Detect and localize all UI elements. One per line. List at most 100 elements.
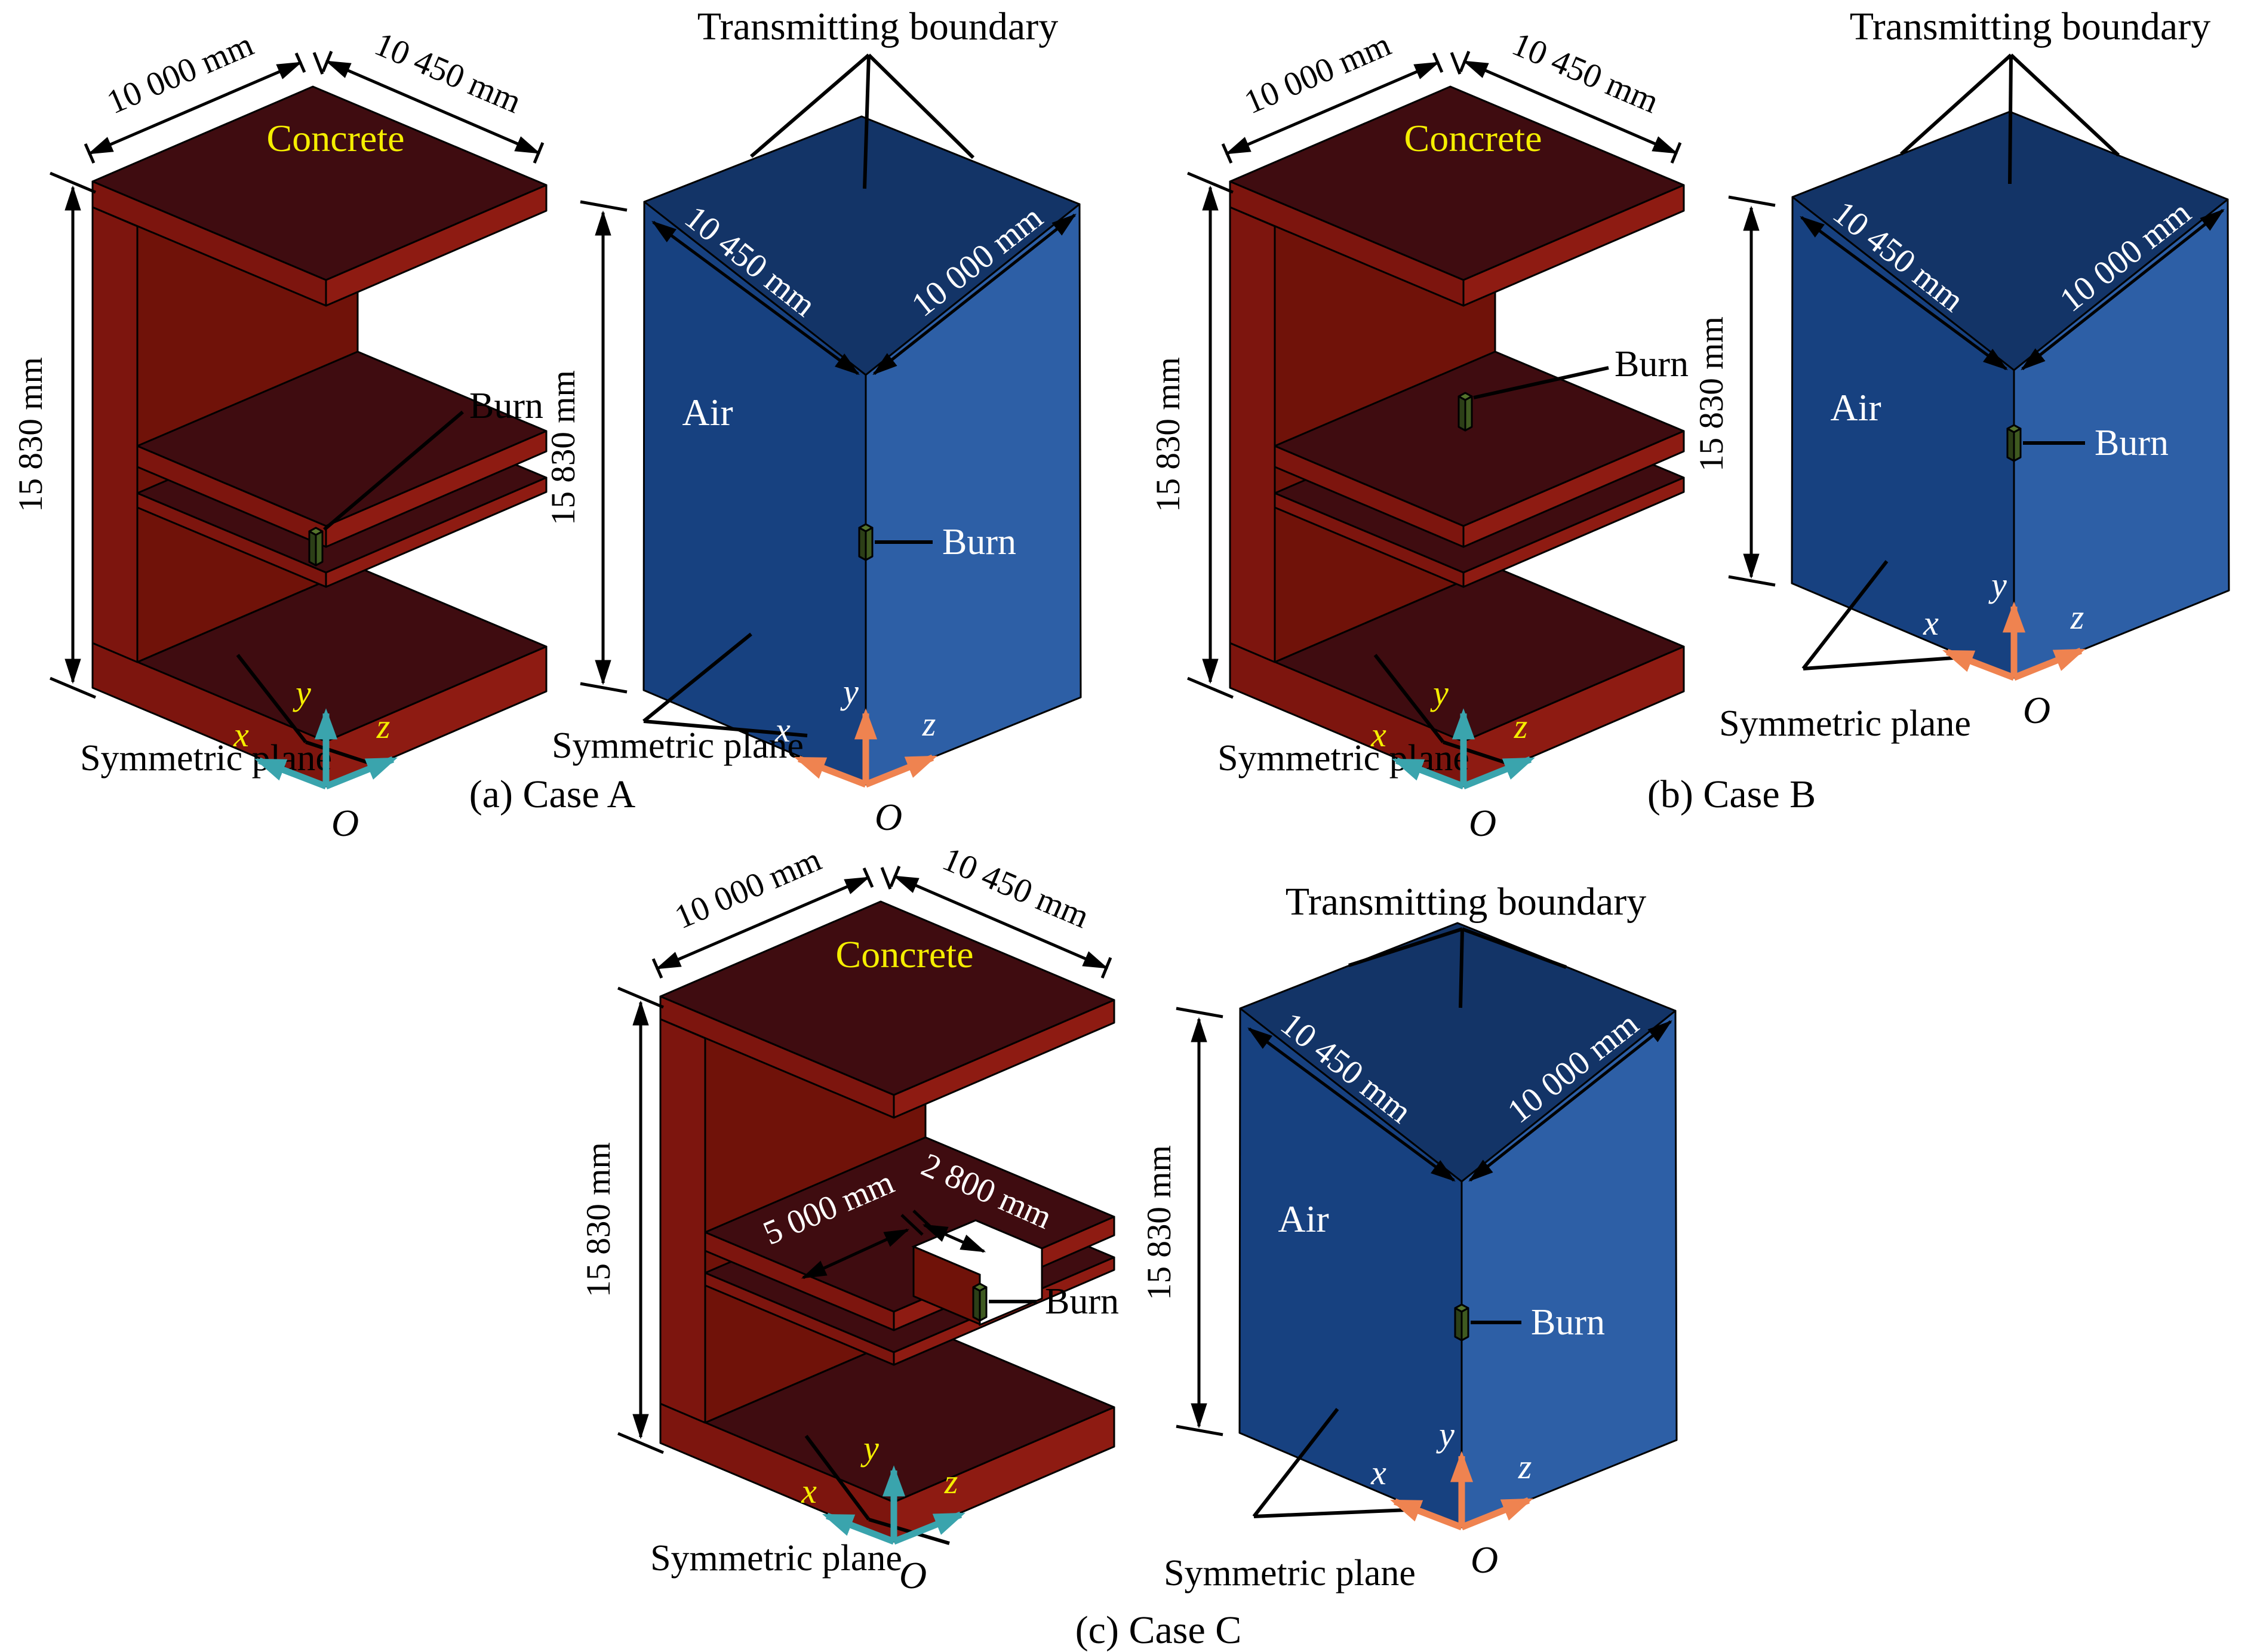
burn-right xyxy=(979,1286,988,1322)
burn-left xyxy=(858,527,867,561)
z-axis-label: z xyxy=(944,1462,958,1501)
burn-leader xyxy=(1473,366,1609,399)
y-axis-label: y xyxy=(1436,1415,1455,1454)
y-axis-label: y xyxy=(860,1429,879,1468)
dim-line-plan-width xyxy=(872,213,1077,376)
z-axis-arrow xyxy=(892,1511,966,1545)
burn-label: Burn xyxy=(469,386,543,426)
dim-tick xyxy=(880,867,892,890)
transmitting-boundary-leader xyxy=(750,53,870,158)
dim-line-plan-width xyxy=(655,876,871,970)
roof-slab-right-face xyxy=(893,999,1115,1119)
x-axis-arrow xyxy=(1942,648,2015,681)
symmetric-plane-leader xyxy=(642,632,752,723)
air-domain-b: 10 450 mm 10 000 mm Air 15 830 mm Burn S… xyxy=(1693,5,2230,744)
symmetric-plane-leader xyxy=(804,1435,871,1521)
symmetric-plane-leader xyxy=(643,719,808,737)
x-axis-arrow xyxy=(794,755,867,788)
air-label: Air xyxy=(1278,1198,1329,1240)
dim-tick xyxy=(1176,1425,1223,1436)
wall-below-opening xyxy=(912,1245,981,1325)
dim-tick xyxy=(900,1214,924,1236)
dim-height: 15 830 mm xyxy=(580,1142,617,1297)
dim-line-plan-depth xyxy=(893,875,1109,970)
burn-right xyxy=(1460,1307,1469,1342)
transmitting-boundary-label: Transmitting boundary xyxy=(1850,5,2210,48)
burn-source-concrete-c xyxy=(972,1282,988,1322)
z-axis-arrow xyxy=(1460,1497,1534,1531)
burn-label: Burn xyxy=(2095,423,2169,463)
air-label: Air xyxy=(1830,386,1881,429)
origin-label: O xyxy=(899,1554,927,1596)
dim-line-plan-width xyxy=(1468,1020,1672,1182)
burn-label: Burn xyxy=(942,522,1016,562)
origin-label: O xyxy=(2023,689,2050,731)
y-axis-label: y xyxy=(840,672,859,711)
burn-left xyxy=(1457,395,1466,432)
panel-case-a: Burn 10 450 mm 10 000 mm Air 15 830 mm B… xyxy=(12,5,1082,844)
dim-tick xyxy=(651,958,663,979)
burn-label: Burn xyxy=(1045,1281,1119,1322)
dim-line-plan-depth xyxy=(651,220,860,376)
dim-tick xyxy=(1728,195,1776,207)
z-axis-label: z xyxy=(922,705,936,743)
transmitting-boundary-leader xyxy=(1461,927,1567,969)
dim-tick xyxy=(1728,575,1776,587)
transmitting-boundary-leader xyxy=(2008,54,2013,184)
caption-case-c: (c) Case C xyxy=(1075,1608,1242,1652)
symmetric-plane-label: Symmetric plane xyxy=(1164,1553,1416,1593)
burn-right xyxy=(865,527,874,561)
dim-tick xyxy=(580,682,628,694)
dim-height: 15 830 mm xyxy=(1140,1145,1178,1300)
origin-label: O xyxy=(1471,1539,1498,1581)
burn-left xyxy=(1454,1307,1463,1342)
burn-right xyxy=(2013,427,2022,462)
dim-tick xyxy=(1100,957,1112,979)
dim-tick xyxy=(889,866,901,887)
dim-line-plan-width xyxy=(2021,208,2225,371)
dim-line-opening-width xyxy=(922,1223,986,1253)
symmetric-plane-label: Symmetric plane xyxy=(650,1538,902,1579)
burn-leader xyxy=(323,410,464,531)
dim-line-slab-span xyxy=(801,1228,910,1279)
transmitting-boundary-leader xyxy=(867,53,975,159)
transmitting-boundary-leader xyxy=(1459,928,1464,1008)
x-axis-label: x xyxy=(774,710,791,749)
panel-case-b: Burn 10 450 mm 10 000 mm Air 15 830 mm B… xyxy=(1149,5,2230,844)
dim-height: 15 830 mm xyxy=(545,370,582,525)
dim-line-plan-depth xyxy=(1800,216,2008,371)
transmitting-boundary-label: Transmitting boundary xyxy=(697,5,1058,48)
x-axis-label: x xyxy=(1370,1453,1386,1492)
symmetric-plane-leader xyxy=(1801,560,1889,670)
transmitting-boundary-leader xyxy=(2009,53,2120,157)
wall-front-face xyxy=(659,1018,706,1424)
burn-left xyxy=(308,530,317,567)
burn-source-concrete-b xyxy=(1457,392,1473,432)
x-axis-label: x xyxy=(801,1472,817,1511)
dim-line-plan-depth xyxy=(1247,1027,1456,1182)
symmetric-plane-label: Symmetric plane xyxy=(1719,703,1971,744)
transmitting-boundary-label: Transmitting boundary xyxy=(1286,880,1646,924)
burn-source-concrete-a xyxy=(308,527,324,567)
y-axis-label: y xyxy=(1988,565,2007,604)
transmitting-boundary-leader xyxy=(1348,927,1463,967)
symmetric-plane-label: Symmetric plane xyxy=(552,725,804,766)
dim-tick xyxy=(580,200,628,212)
z-axis-label: z xyxy=(2070,598,2084,636)
transmitting-boundary-leader xyxy=(863,54,871,189)
dim-tick xyxy=(862,867,874,888)
x-axis-arrow xyxy=(1389,1498,1463,1531)
caption-case-a: (a) Case A xyxy=(469,773,636,816)
burn-label: Burn xyxy=(1615,344,1689,384)
burn-left xyxy=(972,1286,981,1322)
symmetric-plane-leader xyxy=(868,1518,950,1545)
symmetric-plane-leader xyxy=(1252,1408,1339,1518)
air-label: Air xyxy=(682,391,733,433)
dim-height: 15 830 mm xyxy=(1693,316,1730,472)
concrete-label: Concrete xyxy=(836,933,974,976)
burn-left xyxy=(2006,427,2015,462)
dim-tick xyxy=(1176,1007,1223,1019)
air-domain-a: 10 450 mm 10 000 mm Air 15 830 mm Burn S… xyxy=(545,5,1082,838)
panel-case-c: 10 000 mm 10 450 mm 15 830 mm Concrete 5… xyxy=(580,840,1678,1652)
z-axis-label: z xyxy=(1518,1447,1532,1486)
